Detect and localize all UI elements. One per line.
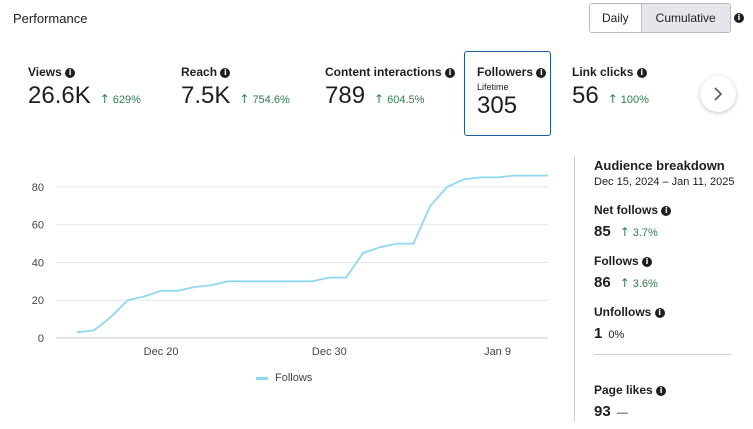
x-tick-label: Dec 30 <box>312 346 347 358</box>
cumulative-button[interactable]: Cumulative <box>641 4 730 32</box>
follows-stat: Follows i 86 ↑ 3.6% <box>594 254 658 291</box>
metric-change: 754.6% <box>252 94 290 106</box>
sidebar-separator <box>594 354 731 355</box>
metric-link-clicks[interactable]: Link clicks i 56 ↑ 100% <box>572 65 649 110</box>
page-title: Performance <box>13 11 88 26</box>
metric-change: 604.5% <box>387 94 425 106</box>
stat-change: 3.7% <box>632 227 658 239</box>
stat-label: Follows <box>594 254 639 268</box>
info-icon[interactable]: i <box>734 13 744 23</box>
y-tick-label: 60 <box>32 220 44 232</box>
info-icon[interactable]: i <box>642 256 653 267</box>
metric-views[interactable]: Views i 26.6K ↑ 629% <box>28 65 141 110</box>
info-icon[interactable]: i <box>445 67 456 78</box>
legend-swatch <box>256 376 268 380</box>
arrow-up-icon: ↑ <box>239 92 250 106</box>
stat-change: — <box>616 407 628 419</box>
metric-label: Views <box>28 65 62 79</box>
series-line-follows <box>76 174 548 334</box>
sidebar-divider <box>574 156 575 422</box>
metric-followers-card[interactable] <box>464 51 551 136</box>
stat-value: 85 <box>594 223 611 240</box>
follows-line-chart: 0 20 40 60 80 Dec 20 Dec 30 Jan 9 <box>32 174 548 358</box>
metric-followers[interactable]: Followers i Lifetime 305 <box>477 65 547 120</box>
unfollows-stat: Unfollows i 1 0% <box>594 305 665 342</box>
daily-button[interactable]: Daily <box>590 4 642 32</box>
info-icon[interactable]: i <box>656 385 667 396</box>
arrow-up-icon: ↑ <box>99 92 110 106</box>
x-tick-label: Jan 9 <box>484 346 511 358</box>
net-follows-stat: Net follows i 85 ↑ 3.7% <box>594 203 672 240</box>
metric-sublabel: Lifetime <box>477 82 509 92</box>
stat-value: 86 <box>594 274 611 291</box>
stat-label: Page likes <box>594 383 653 397</box>
date-range: Dec 15, 2024 – Jan 11, 2025 <box>594 176 735 188</box>
stat-value: 93 <box>594 403 611 420</box>
audience-breakdown-title: Audience breakdown <box>594 158 725 173</box>
arrow-up-icon: ↑ <box>619 276 630 290</box>
y-tick-label: 0 <box>38 333 44 345</box>
metric-label: Content interactions <box>325 65 442 79</box>
metric-change: 629% <box>112 94 141 106</box>
metric-label: Link clicks <box>572 65 634 79</box>
legend-label: Follows <box>275 372 313 384</box>
metric-label: Followers <box>477 65 534 79</box>
info-icon[interactable]: i <box>636 67 647 78</box>
y-tick-label: 80 <box>32 182 44 194</box>
info-icon[interactable]: i <box>220 67 231 78</box>
arrow-up-icon: ↑ <box>619 225 630 239</box>
stat-label: Net follows <box>594 203 659 217</box>
info-icon[interactable]: i <box>536 67 547 78</box>
stat-label: Unfollows <box>594 305 652 319</box>
stat-value: 1 <box>594 325 603 342</box>
stat-change: 3.6% <box>632 278 658 290</box>
arrow-up-icon: ↑ <box>374 92 385 106</box>
metric-label: Reach <box>181 65 218 79</box>
info-icon[interactable]: i <box>654 307 665 318</box>
chevron-right-icon <box>714 87 723 101</box>
metric-content-interactions[interactable]: Content interactions i 789 ↑ 604.5% <box>325 65 456 110</box>
metric-value: 305 <box>477 92 518 119</box>
metric-reach[interactable]: Reach i 7.5K ↑ 754.6% <box>181 65 290 110</box>
view-toggle: Daily Cumulative <box>589 3 731 33</box>
x-tick-label: Dec 20 <box>144 346 179 358</box>
y-tick-label: 40 <box>32 257 44 269</box>
metric-value: 789 <box>325 82 366 109</box>
y-tick-label: 20 <box>32 295 44 307</box>
metric-change: 100% <box>620 94 649 106</box>
metric-value: 26.6K <box>28 82 91 109</box>
info-icon[interactable]: i <box>661 205 672 216</box>
metric-value: 56 <box>572 82 599 109</box>
page-likes-stat: Page likes i 93 — <box>594 383 667 420</box>
arrow-up-icon: ↑ <box>607 92 618 106</box>
chart-legend[interactable]: Follows <box>256 372 312 384</box>
info-icon[interactable]: i <box>65 67 76 78</box>
stat-change: 0% <box>608 329 625 341</box>
metric-value: 7.5K <box>181 82 231 109</box>
next-metrics-button[interactable] <box>700 76 736 112</box>
